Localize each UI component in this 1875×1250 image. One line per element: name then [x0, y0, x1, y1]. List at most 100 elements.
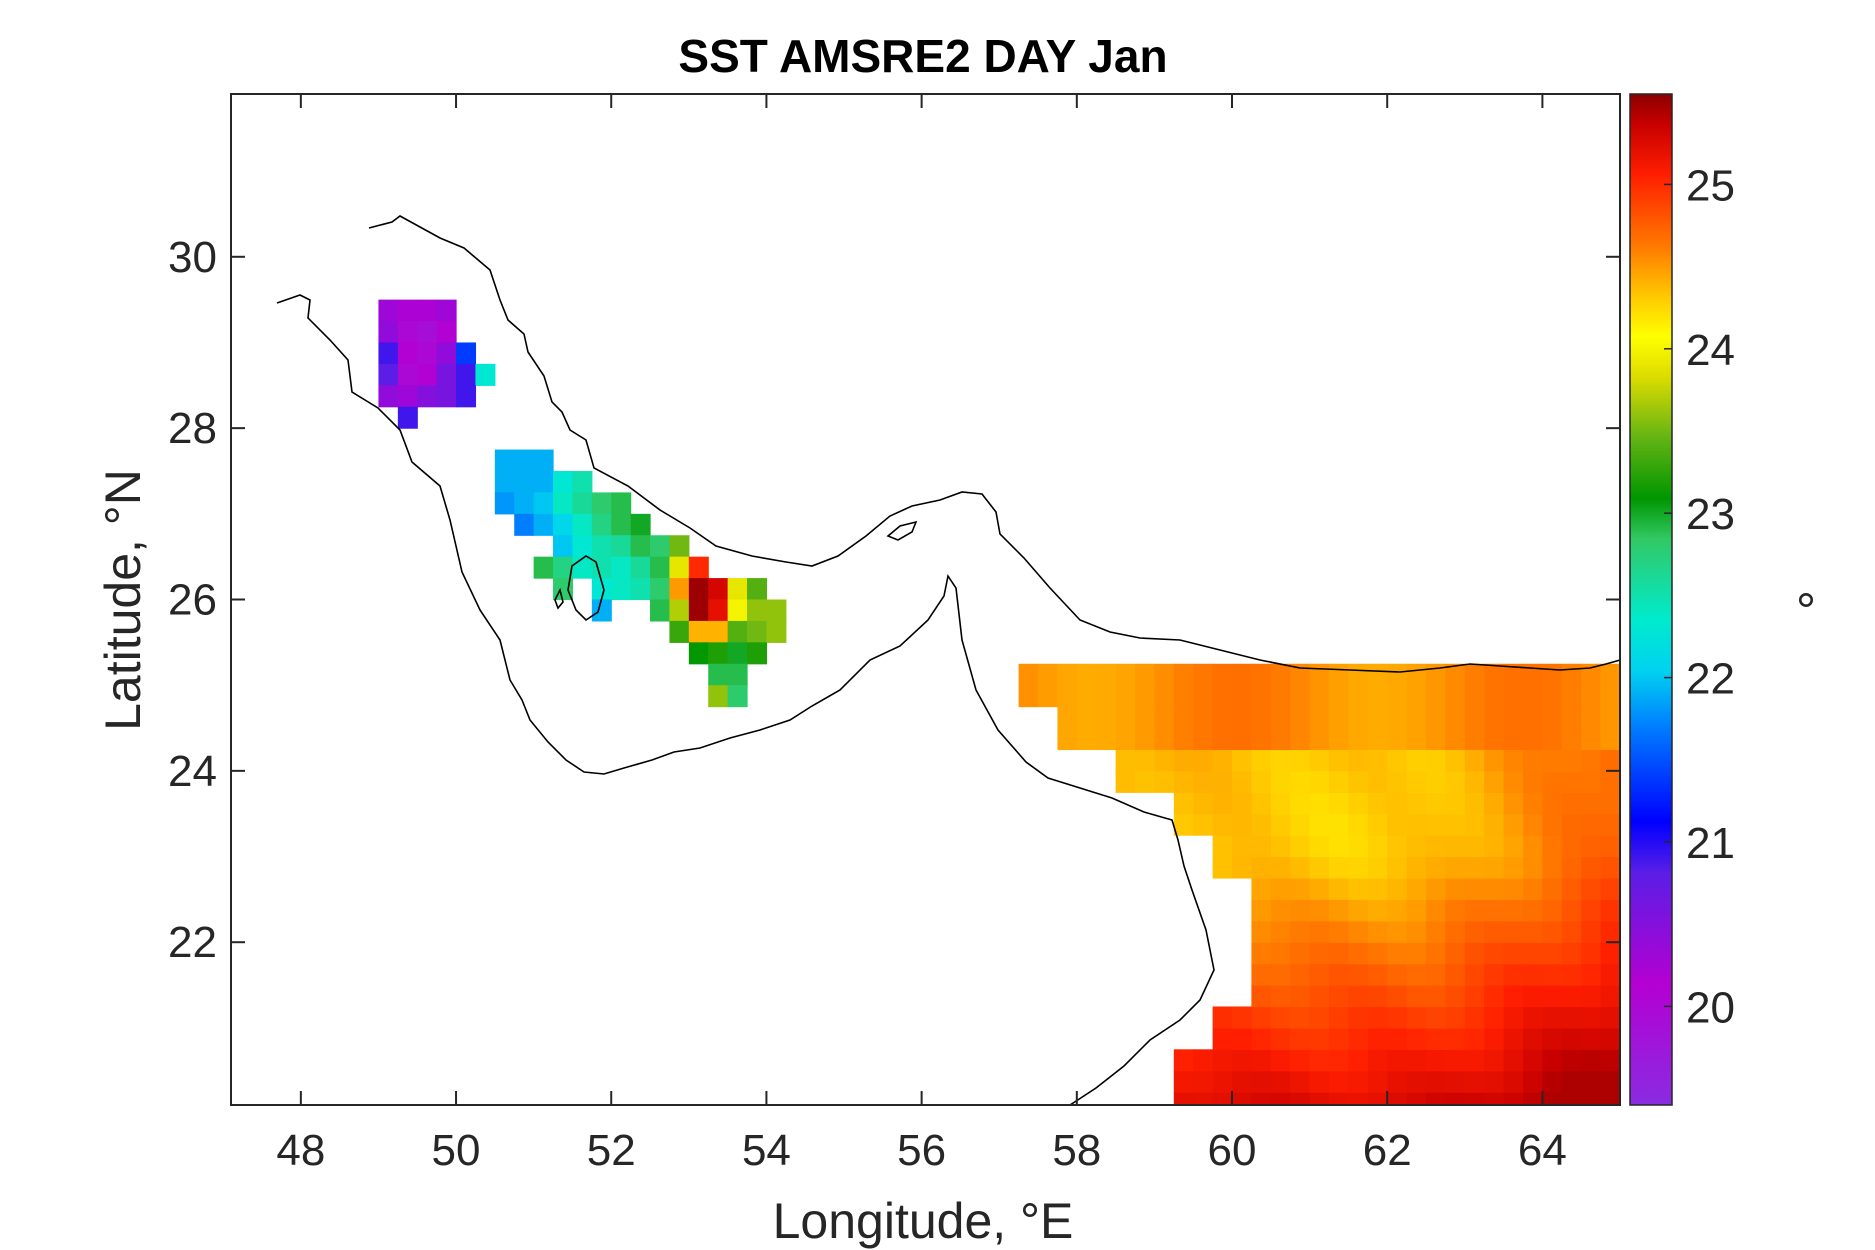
sst-cell: [1270, 728, 1291, 751]
sst-cell: [1076, 663, 1097, 686]
sst-cell: [1561, 920, 1582, 943]
sst-cell: [1367, 663, 1388, 686]
sst-cell: [1173, 813, 1194, 836]
sst-cell: [1212, 856, 1233, 879]
sst-cell: [1542, 792, 1563, 815]
sst-cell: [1464, 728, 1485, 751]
sst-cell: [1329, 728, 1350, 751]
sst-cell: [1523, 770, 1543, 793]
sst-cell: [1464, 706, 1485, 729]
sst-cell: [1251, 706, 1272, 729]
sst-cell: [1445, 942, 1466, 965]
sst-cell: [650, 556, 671, 579]
sst-cell: [1329, 856, 1350, 879]
sst-cell: [1251, 792, 1272, 815]
sst-cell: [611, 556, 632, 579]
sst-cell: [1484, 920, 1505, 943]
sst-cell: [1464, 877, 1485, 900]
sst-cell: [1542, 706, 1563, 729]
sst-cell: [669, 620, 690, 643]
sst-cell: [1445, 663, 1466, 686]
sst-cell: [1367, 706, 1388, 729]
sst-cell: [1173, 685, 1194, 708]
sst-cell: [1445, 770, 1466, 793]
sst-cell: [1464, 920, 1485, 943]
sst-cell: [1445, 728, 1466, 751]
sst-cell: [1581, 899, 1602, 922]
sst-cell: [1290, 749, 1311, 772]
sst-cell: [1426, 835, 1447, 858]
sst-cell: [1251, 856, 1272, 879]
sst-cell: [1270, 835, 1291, 858]
sst-cell: [1309, 728, 1330, 751]
sst-cell: [1135, 663, 1156, 686]
sst-cell: [1251, 770, 1272, 793]
sst-cell: [1367, 877, 1388, 900]
sst-cell: [708, 578, 729, 601]
sst-cell: [1503, 749, 1524, 772]
sst-cell: [1406, 706, 1427, 729]
sst-cell: [1387, 963, 1408, 986]
sst-cell: [1406, 792, 1427, 815]
sst-cell: [1154, 728, 1175, 751]
sst-cell: [436, 385, 457, 408]
sst-cell: [572, 492, 593, 515]
sst-cell: [591, 556, 612, 579]
sst-cell: [436, 342, 457, 365]
sst-cell: [650, 599, 671, 622]
sst-cells: [378, 299, 1620, 1105]
sst-cell: [1232, 1027, 1253, 1050]
sst-cell: [1212, 1027, 1233, 1050]
sst-cell: [1542, 1049, 1563, 1072]
sst-cell: [514, 449, 535, 472]
sst-cell: [1464, 792, 1485, 815]
sst-cell: [1542, 663, 1563, 686]
sst-cell: [533, 470, 554, 493]
sst-cell: [766, 620, 787, 643]
sst-cell: [1251, 899, 1272, 922]
sst-cell: [1348, 770, 1369, 793]
sst-cell: [1484, 1070, 1505, 1093]
sst-cell: [1329, 813, 1350, 836]
sst-cell: [1523, 899, 1543, 922]
sst-cell: [1270, 1027, 1291, 1050]
sst-cell: [397, 385, 418, 408]
sst-cell: [1038, 663, 1059, 686]
sst-cell: [1581, 856, 1602, 879]
sst-cell: [572, 470, 593, 493]
sst-cell: [1445, 899, 1466, 922]
sst-cell: [494, 449, 515, 472]
sst-cell: [1600, 706, 1620, 729]
sst-cell: [1503, 856, 1524, 879]
sst-cell: [1270, 663, 1291, 686]
sst-cell: [1193, 792, 1214, 815]
sst-cell: [1232, 856, 1253, 879]
x-tick-label: 54: [742, 1126, 791, 1175]
sst-cell: [1523, 920, 1543, 943]
sst-cell: [1251, 942, 1272, 965]
sst-cell: [1600, 856, 1620, 879]
sst-cell: [1348, 813, 1369, 836]
sst-cell: [1290, 963, 1311, 986]
sst-cell: [1212, 1006, 1233, 1029]
sst-cell: [1464, 1027, 1485, 1050]
sst-cell: [1542, 1006, 1563, 1029]
sst-cell: [1484, 942, 1505, 965]
sst-cell: [1348, 963, 1369, 986]
sst-cell: [572, 513, 593, 536]
sst-cell: [397, 363, 418, 386]
sst-cell: [1484, 792, 1505, 815]
sst-cell: [1426, 985, 1447, 1008]
sst-cell: [766, 599, 787, 622]
sst-cell: [1290, 835, 1311, 858]
sst-cell: [1503, 663, 1524, 686]
sst-cell: [1290, 1070, 1311, 1093]
sst-cell: [1581, 1027, 1602, 1050]
sst-cell: [436, 321, 457, 344]
sst-cell: [1154, 685, 1175, 708]
sst-cell: [1212, 728, 1233, 751]
sst-cell: [1212, 685, 1233, 708]
sst-cell: [1193, 685, 1214, 708]
sst-cell: [1581, 663, 1602, 686]
sst-cell: [1426, 963, 1447, 986]
